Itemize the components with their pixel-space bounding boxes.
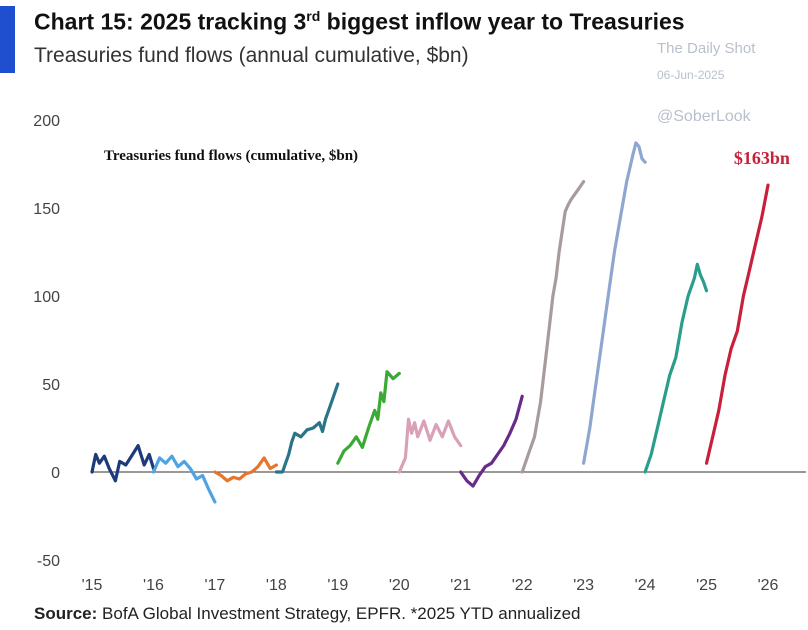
x-tick-label: '17 [204,577,225,594]
series-line [643,262,709,474]
series-line [151,454,217,504]
y-tick-label: 150 [33,201,60,218]
chart-subtitle: Treasuries fund flows (annual cumulative… [34,44,469,67]
source-text: BofA Global Investment Strategy, EPFR. *… [97,604,581,623]
chart-title: Chart 15: 2025 tracking 3rd biggest infl… [34,8,685,36]
title-prefix: Chart 15: 2025 tracking 3 [34,8,307,35]
title-suffix: biggest inflow year to Treasuries [320,8,685,35]
series-line [397,417,463,474]
x-tick-label: '18 [266,577,287,594]
series-line [459,394,524,488]
series-line [90,444,156,483]
y-tick-label: 100 [33,289,60,306]
series-line [520,180,586,474]
series-line [336,370,401,465]
x-tick-label: '25 [696,577,717,594]
source-note: Source: BofA Global Investment Strategy,… [34,604,581,624]
x-tick-label: '22 [512,577,533,594]
x-tick-label: '19 [327,577,348,594]
series-line [582,141,647,465]
series-line [213,456,278,483]
watermark-handle: @SoberLook [657,108,751,125]
series-line [704,183,770,465]
x-tick-label: '21 [450,577,471,594]
x-tick-label: '24 [635,577,656,594]
y-tick-label: 0 [51,465,60,482]
inner-chart-title: Treasuries fund flows (cumulative, $bn) [104,148,358,164]
series-line [274,382,340,474]
title-superscript: rd [306,8,321,24]
x-tick-label: '23 [573,577,594,594]
source-label: Source: [34,604,98,623]
watermark-date: 06-Jun-2025 [657,68,725,82]
y-tick-label: 50 [42,377,60,394]
accent-bar [0,6,15,73]
y-tick-label: 200 [33,113,60,130]
x-tick-label: '20 [389,577,410,594]
watermark-brand: The Daily Shot [657,40,756,57]
x-tick-label: '16 [143,577,164,594]
annotation-label: $163bn [734,148,790,168]
x-tick-label: '15 [82,577,103,594]
x-tick-label: '26 [758,577,779,594]
y-tick-label: -50 [37,553,60,570]
